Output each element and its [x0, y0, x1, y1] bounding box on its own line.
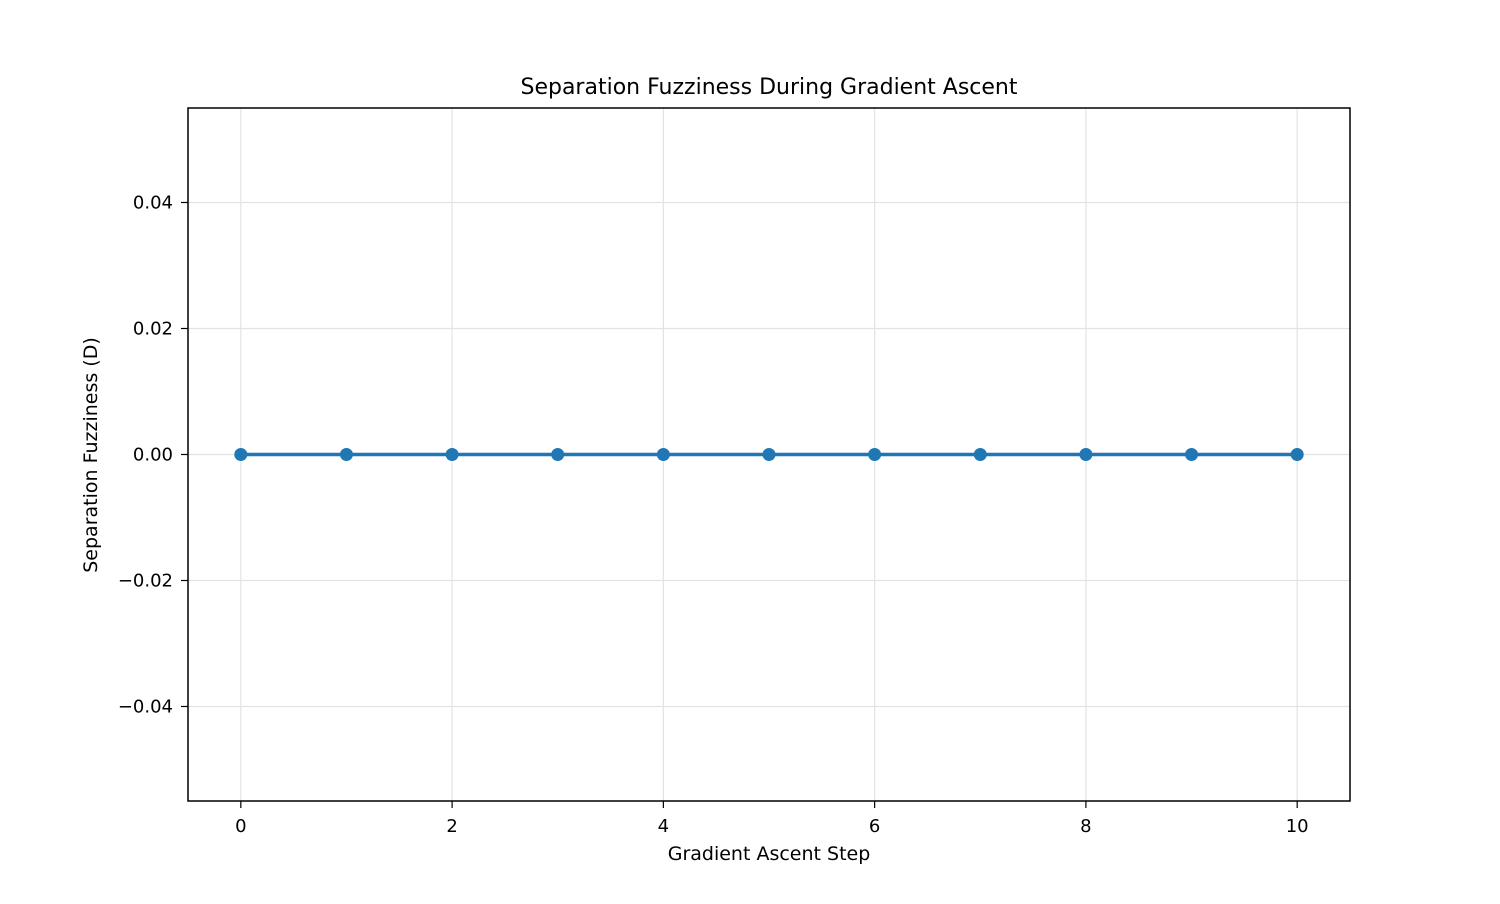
data-point: [1290, 448, 1304, 461]
x-tick-label: 2: [446, 816, 457, 837]
x-tick-label: 0: [235, 816, 246, 837]
x-tick-label: 10: [1286, 816, 1309, 837]
data-point: [234, 448, 248, 461]
tick-layer: 0 2 4 6 8 10 0.04 0.02 0.00 −0.02 −0.04: [118, 193, 1309, 838]
y-tick-label: 0.02: [133, 319, 173, 340]
y-tick-label: −0.02: [118, 571, 173, 592]
chart-title: Separation Fuzziness During Gradient Asc…: [520, 75, 1017, 100]
data-point: [1185, 448, 1199, 461]
data-point: [339, 448, 353, 461]
data-point: [656, 448, 670, 461]
series-layer: [234, 448, 1304, 461]
data-point: [762, 448, 776, 461]
data-point: [445, 448, 459, 461]
x-axis-label: Gradient Ascent Step: [668, 843, 871, 865]
data-point: [1079, 448, 1093, 461]
y-tick-label: 0.00: [133, 445, 173, 466]
y-axis-label: Separation Fuzziness (D): [80, 337, 102, 573]
x-tick-label: 4: [658, 816, 669, 837]
data-point: [551, 448, 565, 461]
x-tick-label: 8: [1080, 816, 1091, 837]
data-point: [868, 448, 882, 461]
x-tick-label: 6: [869, 816, 880, 837]
y-tick-label: 0.04: [133, 193, 173, 214]
y-tick-label: −0.04: [118, 697, 173, 718]
data-point: [973, 448, 987, 461]
